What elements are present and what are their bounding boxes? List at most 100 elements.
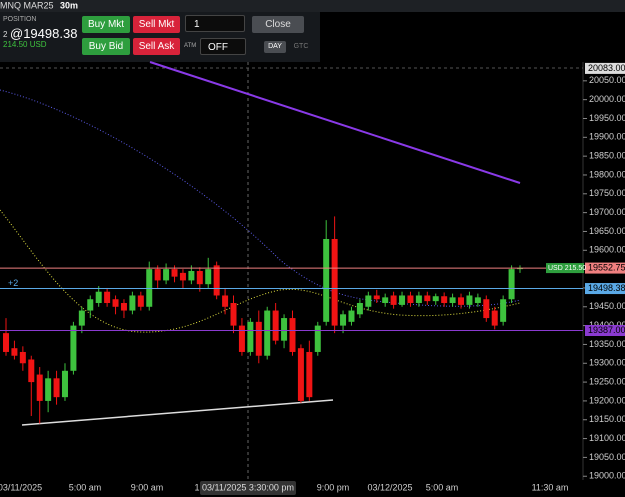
- close-button[interactable]: Close: [252, 16, 304, 33]
- candle-body: [432, 296, 439, 302]
- candle-body: [348, 310, 355, 322]
- candle-body: [112, 299, 119, 307]
- candle-body: [399, 295, 406, 305]
- candle-body: [70, 325, 77, 371]
- sell-ask-button[interactable]: Sell Ask: [133, 38, 180, 55]
- y-tick-label: 20050.00: [589, 75, 625, 85]
- y-tick-label: 19000.00: [589, 471, 625, 481]
- y-tick-label: 19600.00: [589, 245, 625, 255]
- candle-body: [508, 269, 515, 300]
- candle-body: [255, 321, 262, 356]
- day-toggle[interactable]: DAY: [264, 41, 286, 53]
- sell-mkt-button[interactable]: Sell Mkt: [133, 16, 180, 33]
- candle-body: [36, 374, 43, 401]
- candle-body: [87, 299, 94, 311]
- candle-body: [474, 297, 481, 304]
- candle-body: [179, 272, 186, 281]
- candle-body: [356, 303, 363, 315]
- candle-body: [281, 318, 288, 341]
- candle-body: [441, 296, 448, 304]
- y-tick-label: 19150.00: [589, 414, 625, 424]
- candle-body: [230, 303, 237, 326]
- tab-bar: [0, 0, 625, 12]
- candle-body: [3, 333, 9, 352]
- price-tag: [585, 283, 625, 295]
- y-tick-label: 19700.00: [589, 207, 625, 217]
- buy-mkt-button[interactable]: Buy Mkt: [82, 16, 130, 33]
- position-marker: +2: [8, 278, 18, 288]
- y-tick-label: 19650.00: [589, 226, 625, 236]
- candle-body: [466, 295, 473, 305]
- candle-body: [382, 297, 389, 304]
- crosshair-box: [200, 481, 296, 495]
- x-tick-label: 5:00 am: [426, 482, 459, 492]
- price-tag-label: 19498.38: [588, 283, 625, 293]
- candle-body: [365, 295, 372, 307]
- candle-body: [11, 348, 18, 356]
- candle-body: [449, 297, 456, 304]
- candle-body: [137, 295, 144, 307]
- moving-average: [0, 209, 521, 333]
- candle-body: [163, 269, 170, 281]
- candle-body: [297, 348, 304, 401]
- atm-label: ATM: [184, 43, 197, 49]
- candle-body: [213, 265, 220, 296]
- price-tag: [585, 262, 625, 274]
- y-tick-label: 19950.00: [589, 113, 625, 123]
- y-tick-label: 19800.00: [589, 169, 625, 179]
- candle-body: [53, 378, 60, 398]
- candle-body: [247, 321, 254, 352]
- buy-bid-button[interactable]: Buy Bid: [82, 38, 130, 55]
- candle-body: [188, 271, 195, 281]
- candle-body: [424, 295, 431, 302]
- price-tag: [585, 324, 625, 336]
- position-qty: 2: [3, 30, 8, 39]
- moving-average: [0, 89, 521, 307]
- position-tag-label: USD 215.50: [548, 265, 586, 272]
- candle-body: [120, 303, 127, 311]
- price-tag: [585, 62, 625, 74]
- candle-body: [95, 291, 102, 304]
- candle-body: [517, 268, 523, 270]
- candle-body: [19, 351, 26, 364]
- atm-select[interactable]: OFF: [200, 38, 246, 55]
- position-price: @19498.38: [10, 26, 78, 41]
- candle-body: [146, 269, 153, 307]
- crosshair-label: 03/11/2025 3:30:00 pm: [202, 482, 294, 492]
- candle-body: [28, 359, 35, 383]
- y-tick-label: 19300.00: [589, 358, 625, 368]
- candle-body: [458, 297, 465, 305]
- candle-body: [272, 310, 279, 341]
- y-tick-label: 19400.00: [589, 320, 625, 330]
- candle-body: [238, 325, 245, 352]
- x-tick-label: 11:30 am: [532, 482, 569, 492]
- y-tick-label: 19750.00: [589, 188, 625, 198]
- quantity-input[interactable]: 1: [185, 15, 245, 32]
- candle-body: [331, 238, 338, 326]
- y-tick-label: 20000.00: [589, 94, 625, 104]
- candle-body: [196, 271, 203, 285]
- candle-body: [78, 310, 85, 326]
- candle-body: [264, 310, 271, 356]
- y-tick-label: 19350.00: [589, 339, 625, 349]
- candle-body: [323, 238, 330, 322]
- x-tick-label: 03/11/2025: [0, 482, 42, 492]
- x-tick-label: 03/12/2025: [367, 482, 412, 492]
- y-tick-label: 19200.00: [589, 395, 625, 405]
- candle-body: [104, 291, 111, 304]
- price-tag-label: 20083.00: [588, 63, 625, 73]
- candle-body: [491, 310, 498, 326]
- gtc-toggle[interactable]: GTC: [293, 43, 309, 50]
- timeframe[interactable]: 30m: [60, 0, 78, 10]
- candle-body: [306, 351, 313, 398]
- trend-line: [149, 61, 521, 184]
- y-tick-label: 19050.00: [589, 452, 625, 462]
- candle-body: [129, 295, 136, 311]
- symbol[interactable]: MNQ MAR25: [0, 0, 54, 10]
- candle-body: [415, 295, 422, 304]
- candle-body: [390, 295, 397, 305]
- position-title: POSITION: [3, 16, 37, 23]
- candle-body: [500, 299, 507, 322]
